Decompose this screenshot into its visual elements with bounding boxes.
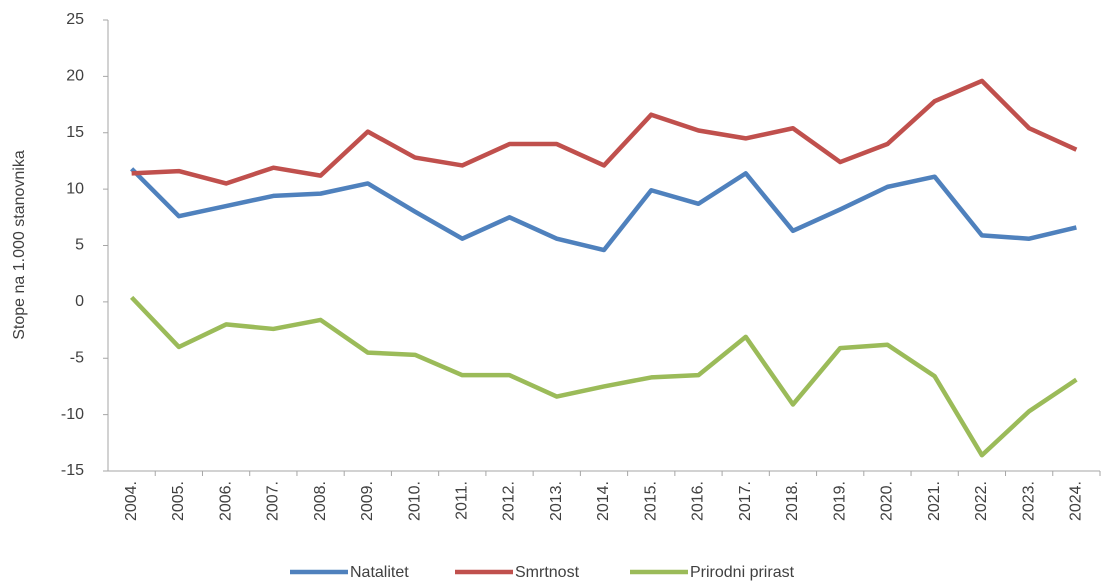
- x-tick-label: 2023.: [1020, 481, 1037, 521]
- y-tick-label: 0: [75, 293, 84, 310]
- x-tick-label: 2009.: [359, 481, 376, 521]
- x-tick-label: 2017.: [737, 481, 754, 521]
- x-tick-label: 2006.: [217, 481, 234, 521]
- x-tick-label: 2021.: [926, 481, 943, 521]
- legend-label: Natalitet: [350, 564, 409, 581]
- x-tick-label: 2016.: [690, 481, 707, 521]
- legend-label: Smrtnost: [515, 564, 580, 581]
- x-tick-label: 2008.: [312, 481, 329, 521]
- x-tick-label: 2019.: [831, 481, 848, 521]
- x-tick-label: 2010.: [406, 481, 423, 521]
- x-tick-label: 2022.: [973, 481, 990, 521]
- x-tick-label: 2011.: [454, 481, 471, 520]
- x-tick-label: 2005.: [170, 481, 187, 521]
- x-tick-label: 2024.: [1068, 481, 1085, 521]
- y-tick-label: 15: [66, 124, 84, 141]
- series-line: [131, 78, 1078, 186]
- y-tick-label: 10: [66, 180, 84, 197]
- y-axis-label: Stope na 1.000 stanovnika: [11, 150, 28, 340]
- y-tick-label: -10: [61, 406, 84, 423]
- series-line: [129, 295, 1078, 458]
- x-tick-label: 2014.: [595, 481, 612, 521]
- x-tick-label: 2007.: [265, 481, 282, 521]
- y-tick-label: 5: [75, 237, 84, 254]
- x-tick-label: 2020.: [879, 481, 896, 521]
- x-tick-label: 2012.: [501, 481, 518, 521]
- y-tick-label: 20: [66, 68, 84, 85]
- x-tick-label: 2015.: [642, 481, 659, 521]
- x-tick-label: 2004.: [123, 481, 140, 521]
- y-tick-label: -15: [61, 462, 84, 479]
- y-tick-label: -5: [70, 349, 84, 366]
- y-tick-label: 25: [66, 11, 84, 28]
- x-tick-label: 2018.: [784, 481, 801, 521]
- series-line: [130, 167, 1077, 253]
- x-tick-label: 2013.: [548, 481, 565, 521]
- legend-label: Prirodni prirast: [690, 564, 795, 581]
